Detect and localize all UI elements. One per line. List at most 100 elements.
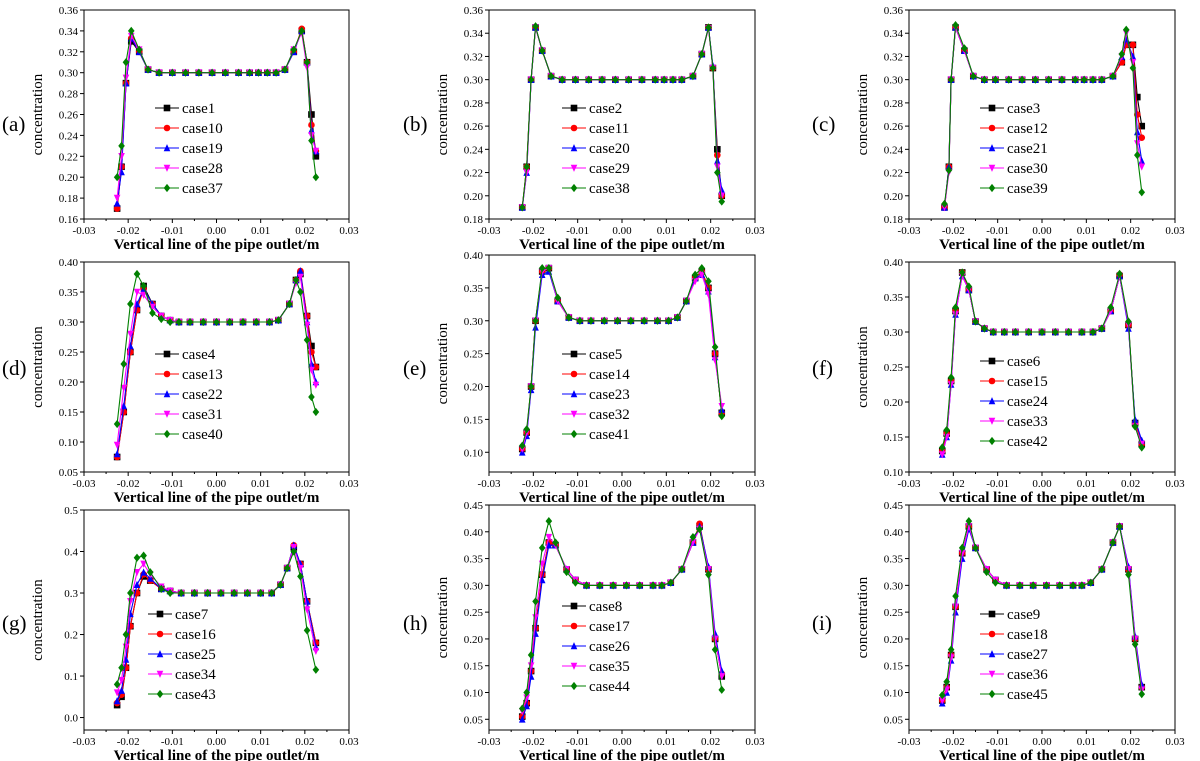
chart-panel-2: -0.03 -0.02 -0.01 0.00 0.01 0.02 0.03 0.18 0.20 0… [403, 5, 765, 253]
panel-label: (h) [403, 611, 428, 635]
series-line-case43 [116, 549, 317, 685]
data-point-case37 [195, 68, 203, 77]
data-point-case44 [563, 567, 570, 577]
data-point-case42 [1052, 327, 1059, 337]
data-point-case40 [266, 317, 273, 327]
legend-label: case18 [1007, 627, 1048, 643]
data-point-case45 [952, 591, 959, 601]
y-tick-label: 0.25 [464, 349, 484, 361]
data-point-case1 [312, 153, 320, 160]
chart-panel-1: -0.03 -0.02 -0.01 0.00 0.01 0.02 0.03 0.16 0.18 0… [2, 5, 359, 253]
data-point-case36 [938, 697, 946, 705]
y-tick-label: 0.30 [884, 580, 904, 592]
data-point-case21 [1138, 157, 1146, 165]
data-point-case37 [303, 58, 311, 67]
data-point-case43 [244, 588, 251, 598]
y-tick-label: 0.15 [464, 661, 484, 673]
data-point-case37 [144, 65, 152, 74]
data-point-case44 [658, 581, 666, 590]
y-tick-label: 0.30 [464, 316, 484, 328]
x-tick-label: 0.01 [1077, 736, 1096, 748]
legend-label: case23 [589, 387, 630, 403]
data-point-case38 [547, 72, 555, 81]
y-tick-label: 0.36 [884, 5, 904, 17]
data-point-case39 [1058, 75, 1066, 84]
data-point-case43 [122, 630, 130, 639]
data-point-case43 [113, 680, 121, 689]
data-point-case26 [718, 667, 726, 675]
data-point-case22 [113, 450, 121, 458]
data-point-case37 [127, 26, 135, 35]
legend-label: case5 [589, 347, 622, 363]
data-point-case44 [623, 581, 630, 590]
x-tick-label: -0.01 [986, 736, 1009, 748]
data-point-case45 [1056, 581, 1064, 590]
data-point-case37 [208, 68, 216, 77]
data-point-case40 [113, 419, 121, 429]
legend-marker [163, 429, 171, 439]
data-point-case36 [947, 654, 955, 662]
data-point-case12 [1138, 134, 1146, 142]
data-point-case45 [983, 567, 990, 577]
legend-marker [163, 164, 171, 172]
x-tick-label: 0.03 [339, 736, 359, 748]
data-point-case25 [140, 568, 147, 576]
legend-marker [156, 689, 164, 699]
x-tick-label: 0.01 [657, 225, 676, 237]
data-point-case31 [149, 303, 156, 311]
x-tick-label: 0.01 [1077, 225, 1096, 237]
legend-label: case17 [589, 619, 630, 635]
data-point-case40 [127, 299, 134, 309]
series-line-case19 [116, 28, 317, 204]
data-point-case37 [308, 136, 315, 145]
data-point-case41 [523, 425, 530, 434]
data-point-case38 [669, 75, 677, 84]
x-tick-label: -0.03 [478, 736, 501, 748]
x-tick-label: -0.03 [478, 225, 501, 237]
y-tick-label: 0.24 [464, 144, 484, 156]
data-point-case40 [199, 317, 207, 327]
legend-label: case44 [589, 679, 630, 695]
y-tick-label: 0.20 [884, 191, 904, 203]
data-point-case26 [523, 701, 530, 710]
series-line-case39 [943, 24, 1143, 204]
data-point-case25 [113, 697, 121, 705]
legend-marker [156, 630, 164, 638]
data-point-case41 [698, 264, 706, 273]
data-point-case45 [1131, 640, 1139, 649]
y-tick-label: 0.20 [884, 397, 904, 409]
data-point-case42 [1001, 327, 1008, 337]
y-axis-title: concentration [855, 576, 871, 658]
y-tick-label: 0.40 [884, 257, 904, 269]
data-point-case38 [698, 50, 706, 59]
data-point-case43 [191, 588, 198, 598]
legend-marker [163, 390, 171, 398]
legend-label: case11 [589, 121, 629, 137]
data-point-case38 [625, 75, 632, 84]
data-point-case42 [1138, 443, 1146, 452]
data-point-case31 [308, 366, 315, 374]
legend-label: case43 [175, 687, 216, 703]
data-point-case45 [938, 691, 946, 700]
data-point-case43 [277, 580, 284, 589]
legend-marker [570, 642, 578, 650]
data-point-case26 [545, 541, 553, 549]
y-tick-label: 0.20 [464, 634, 484, 646]
data-point-case37 [135, 45, 143, 54]
y-tick-label: 0.26 [884, 121, 904, 133]
data-point-case41 [587, 316, 595, 325]
y-tick-label: 0.18 [59, 193, 79, 205]
data-point-case44 [572, 578, 579, 587]
x-tick-label: 0.00 [207, 736, 227, 748]
data-point-case40 [175, 317, 183, 327]
legend-label: case15 [1007, 374, 1048, 390]
x-tick-label: 0.03 [339, 225, 359, 237]
y-tick-label: 0.24 [59, 130, 79, 142]
panel-label: (d) [2, 356, 27, 380]
data-point-case39 [1098, 75, 1106, 84]
data-point-case41 [554, 293, 562, 302]
data-point-case37 [182, 68, 189, 77]
data-point-case30 [1134, 140, 1141, 148]
data-point-case43 [127, 588, 134, 598]
chart-panel-4: -0.03 -0.02 -0.01 0.00 0.01 0.02 0.03 0.05 0.10 0… [2, 257, 359, 506]
